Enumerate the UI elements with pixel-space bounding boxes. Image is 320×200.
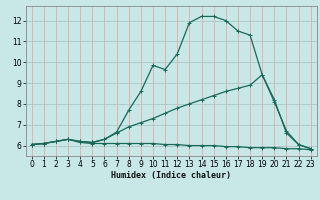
X-axis label: Humidex (Indice chaleur): Humidex (Indice chaleur) <box>111 171 231 180</box>
